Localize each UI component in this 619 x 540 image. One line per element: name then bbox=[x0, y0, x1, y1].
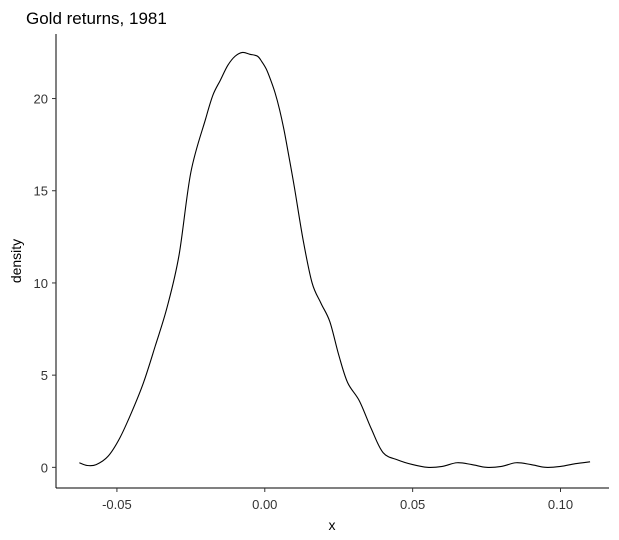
x-axis-title: x bbox=[329, 517, 336, 533]
y-axis-title: density bbox=[8, 239, 24, 283]
chart-title: Gold returns, 1981 bbox=[26, 9, 167, 28]
plot-area bbox=[55, 34, 609, 489]
x-axis-ticks: -0.05 0.00 0.05 0.10 bbox=[102, 488, 573, 512]
y-axis-ticks: 0 5 10 15 20 bbox=[34, 92, 56, 475]
y-tick-label-3: 15 bbox=[34, 184, 48, 199]
x-tick-label-3: 0.10 bbox=[548, 497, 573, 512]
series-layer bbox=[79, 51, 591, 468]
density-curve-0 bbox=[79, 51, 591, 468]
y-tick-label-0: 0 bbox=[41, 460, 48, 475]
y-tick-label-4: 20 bbox=[34, 92, 48, 107]
x-tick-label-0: -0.05 bbox=[102, 497, 132, 512]
y-tick-label-1: 5 bbox=[41, 368, 48, 383]
x-tick-label-1: 0.00 bbox=[252, 497, 277, 512]
x-tick-label-2: 0.05 bbox=[400, 497, 425, 512]
y-tick-label-2: 10 bbox=[34, 276, 48, 291]
